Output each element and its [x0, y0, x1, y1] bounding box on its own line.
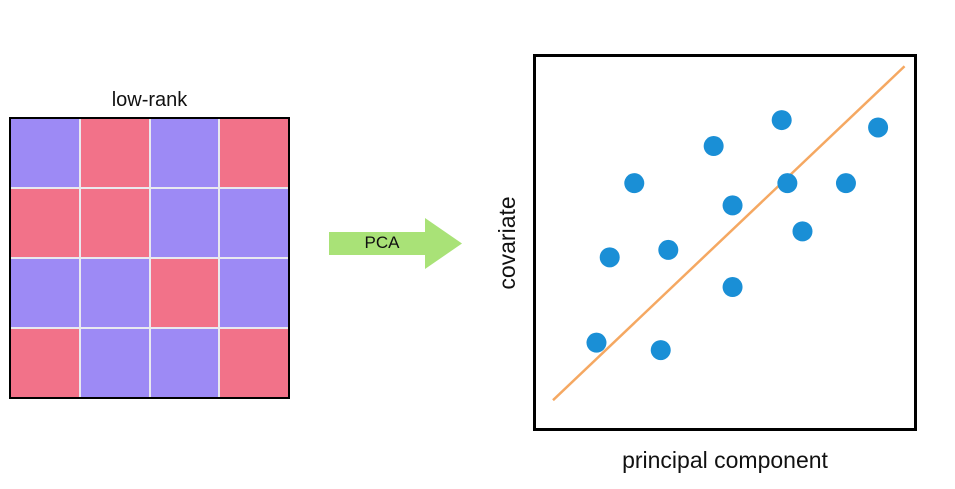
- matrix-cell-3-1: [80, 329, 149, 397]
- matrix-cell-2-0: [11, 259, 79, 327]
- scatter-point-12: [835, 173, 856, 194]
- matrix-cell-0-2: [150, 119, 219, 187]
- scatter-point-5: [658, 239, 679, 260]
- scatter-point-2: [650, 340, 671, 361]
- fit-line: [552, 65, 906, 402]
- matrix-cell-2-2: [150, 259, 219, 327]
- matrix-cell-1-3: [220, 189, 288, 257]
- scatter-point-11: [792, 221, 813, 242]
- matrix-cell-1-0: [11, 189, 79, 257]
- matrix-cell-3-0: [11, 329, 79, 397]
- matrix-cell-2-1: [80, 259, 149, 327]
- matrix-cell-1-2: [150, 189, 219, 257]
- matrix-cell-0-3: [220, 119, 288, 187]
- matrix-cell-0-1: [80, 119, 149, 187]
- scatter-point-10: [777, 173, 798, 194]
- matrix-cell-3-3: [220, 329, 288, 397]
- scatter-plot: [533, 54, 917, 431]
- scatter-point-7: [722, 195, 743, 216]
- scatter-point-8: [722, 277, 743, 298]
- matrix-cell-3-2: [150, 329, 219, 397]
- matrix-cell-0-0: [11, 119, 79, 187]
- low-rank-matrix: [9, 117, 290, 399]
- scatter-point-9: [771, 110, 792, 131]
- x-axis-label: principal component: [622, 447, 828, 473]
- matrix-title: low-rank: [111, 89, 188, 111]
- matrix-cell-1-1: [80, 189, 149, 257]
- arrow-right-icon: [329, 218, 462, 269]
- pca-label: PCA: [364, 233, 400, 252]
- scatter-point-13: [868, 117, 889, 138]
- scatter-point-1: [586, 332, 607, 353]
- scatter-point-3: [599, 247, 620, 268]
- scatter-point-6: [703, 136, 724, 157]
- scatter-point-4: [624, 173, 645, 194]
- matrix-cell-2-3: [220, 259, 288, 327]
